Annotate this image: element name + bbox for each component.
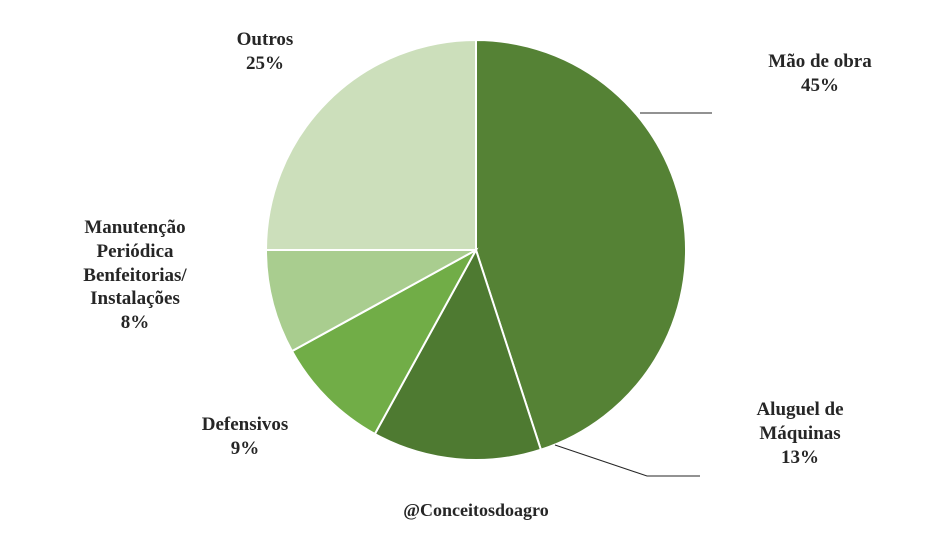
slice-label-aluguel: Aluguel de Máquinas 13% bbox=[700, 398, 900, 469]
slice-label-mao: Mão de obra 45% bbox=[730, 50, 910, 98]
leader-line-aluguel bbox=[555, 445, 700, 476]
slice-label-defensivos: Defensivos 9% bbox=[155, 413, 335, 461]
chart-caption: @Conceitosdoagro bbox=[0, 500, 952, 521]
slice-label-outros: Outros 25% bbox=[185, 28, 345, 76]
slice-label-manutencao: Manutenção Periódica Benfeitorias/ Insta… bbox=[40, 216, 230, 335]
pie-chart: @Conceitosdoagro Mão de obra 45% Aluguel … bbox=[0, 0, 952, 535]
